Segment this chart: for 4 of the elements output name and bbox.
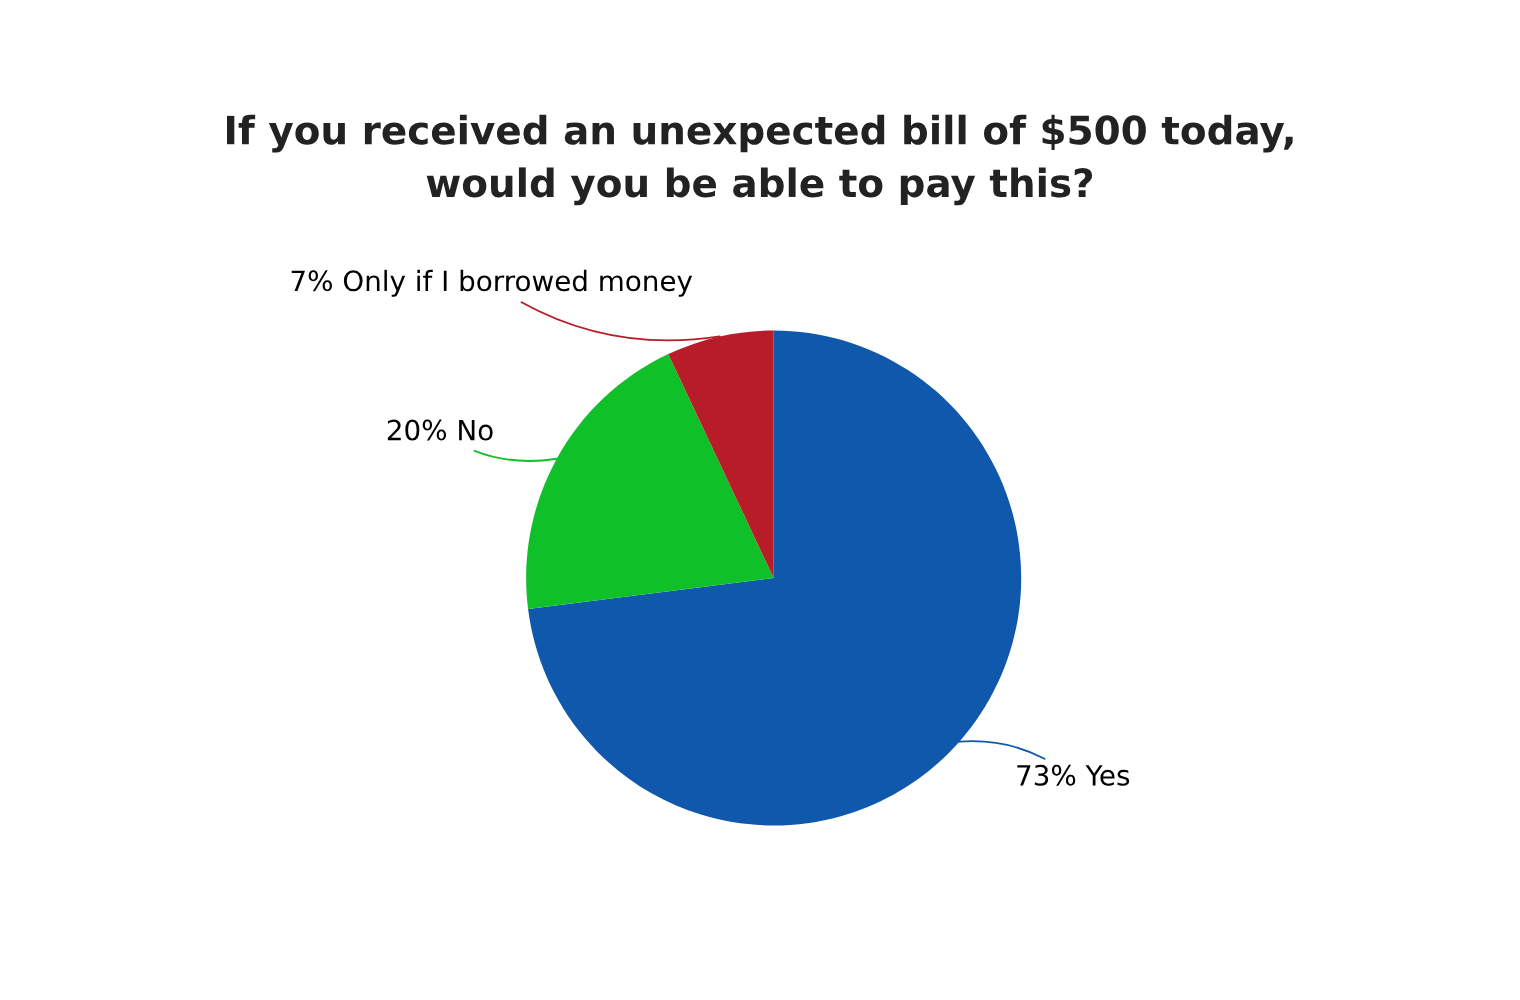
chart-title: If you received an unexpected bill of $500 today, would you be able to pay this? <box>227 114 1293 206</box>
slice-label: 73% Yes <box>1017 764 1130 786</box>
slice-label: 20% No <box>387 419 493 441</box>
slice-label: 7% Only if I borrowed money <box>291 269 693 297</box>
